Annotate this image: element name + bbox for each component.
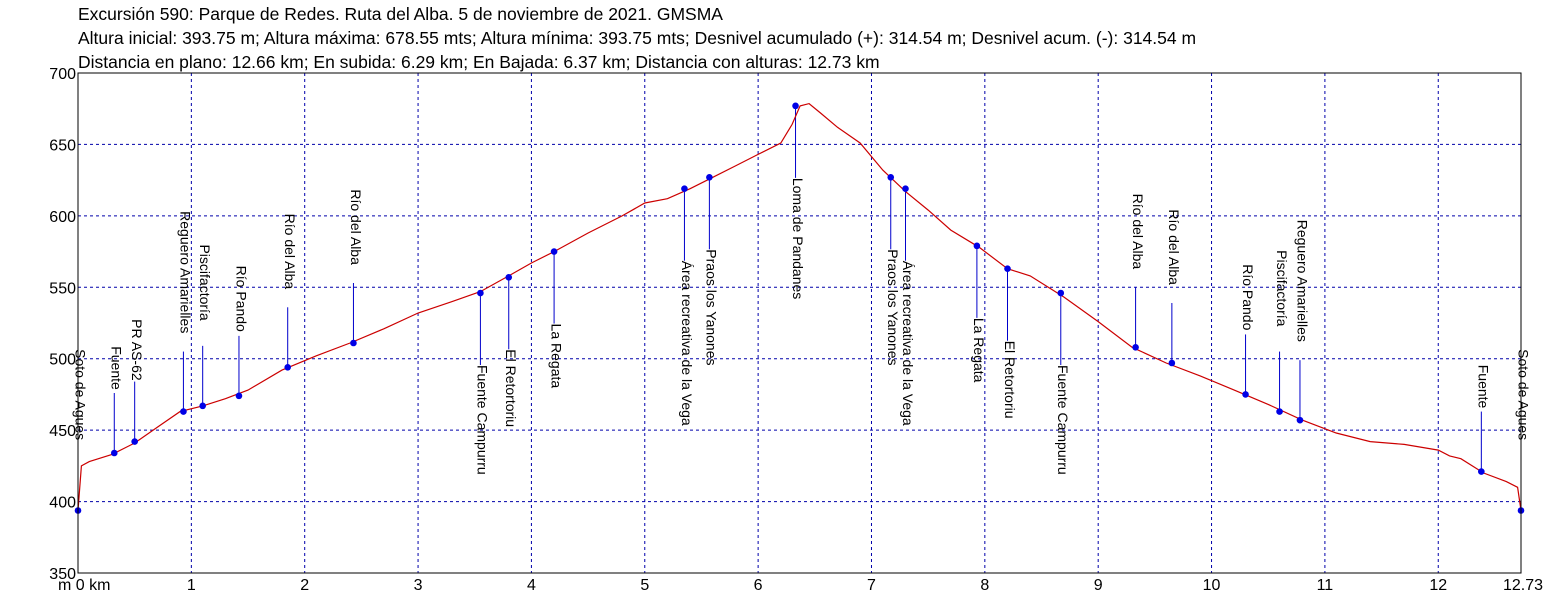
x-tick-label: 11 bbox=[1317, 577, 1334, 594]
waypoint-label: La Regata bbox=[971, 318, 987, 383]
waypoint-label: PR AS-62 bbox=[129, 319, 145, 381]
waypoint-label: Área recreativa de la Vega bbox=[900, 261, 916, 426]
waypoint-marker bbox=[199, 402, 206, 410]
x-tick-label: 12 bbox=[1429, 577, 1447, 594]
waypoint-marker bbox=[235, 392, 243, 400]
waypoint-label: Soto de Agues bbox=[72, 349, 88, 440]
waypoint-marker bbox=[887, 173, 895, 181]
waypoint-label: El Retortoriu bbox=[1002, 341, 1018, 419]
x-tick-label: 7 bbox=[867, 577, 876, 594]
chart-stats-distances: Distancia en plano: 12.66 km; En subida:… bbox=[78, 52, 880, 72]
waypoint-label: Praos los Yanones bbox=[704, 249, 720, 365]
waypoint-marker bbox=[1296, 416, 1304, 424]
waypoint-marker bbox=[550, 248, 558, 255]
y-tick-label: 450 bbox=[49, 423, 76, 440]
waypoint-marker bbox=[284, 363, 292, 371]
waypoint-marker bbox=[180, 408, 187, 415]
x-tick-label: 1 bbox=[187, 577, 196, 594]
x-tick-label: 10 bbox=[1203, 577, 1221, 594]
x-unit-label: m 0 km bbox=[58, 577, 110, 594]
waypoint-marker bbox=[350, 339, 357, 347]
x-tick-label: 9 bbox=[1094, 577, 1103, 594]
waypoint-label: Río del Alba bbox=[1130, 194, 1146, 270]
y-tick-label: 600 bbox=[49, 209, 76, 226]
waypoint-marker bbox=[1132, 343, 1139, 351]
waypoint-marker bbox=[1276, 408, 1283, 415]
y-tick-label: 550 bbox=[49, 280, 76, 297]
y-tick-label: 700 bbox=[49, 66, 76, 83]
x-tick-label: 4 bbox=[527, 577, 536, 594]
waypoint-marker bbox=[131, 438, 138, 445]
chart-title: Excursión 590: Parque de Redes. Ruta del… bbox=[78, 4, 723, 24]
x-tick-label: 6 bbox=[754, 577, 763, 594]
waypoint-marker bbox=[1004, 265, 1011, 273]
elevation-profile-line bbox=[77, 102, 1522, 511]
x-tick-label: 8 bbox=[980, 577, 989, 594]
waypoint-markers bbox=[74, 102, 1525, 514]
waypoint-marker bbox=[706, 173, 713, 181]
waypoint-marker bbox=[505, 273, 513, 281]
waypoint-label: Fuente Campurru bbox=[1055, 365, 1071, 475]
waypoint-marker bbox=[110, 449, 118, 457]
waypoint-label: El Retortoriu bbox=[503, 349, 519, 427]
waypoint-label: Río Pando bbox=[233, 266, 249, 332]
waypoint-label: La Regata bbox=[548, 324, 564, 389]
waypoint-label: Área recreativa de la Vega bbox=[679, 261, 695, 426]
waypoint-label: Loma de Pandanes bbox=[790, 178, 806, 299]
waypoint-marker bbox=[1242, 391, 1249, 398]
waypoint-label: Río Pando bbox=[1240, 264, 1256, 330]
waypoint-label: Río del Alba bbox=[1166, 209, 1182, 285]
x-tick-label: 3 bbox=[414, 577, 423, 594]
x-tick-label: 12.73 bbox=[1503, 577, 1543, 594]
waypoint-marker bbox=[1057, 289, 1065, 297]
waypoint-label: Praos los Yanones bbox=[885, 249, 901, 365]
plot-frame bbox=[77, 72, 1522, 574]
waypoint-label: Piscifactoría bbox=[197, 244, 213, 320]
waypoint-label: Río del Alba bbox=[348, 189, 364, 265]
waypoint-marker bbox=[1478, 468, 1485, 475]
x-tick-label: 5 bbox=[640, 577, 649, 594]
waypoint-label: Piscifactoría bbox=[1274, 250, 1290, 326]
waypoint-marker bbox=[792, 102, 799, 110]
waypoint-label: Fuente bbox=[1476, 365, 1492, 409]
x-tick-label: 2 bbox=[300, 577, 309, 594]
y-tick-label: 400 bbox=[49, 495, 76, 512]
waypoint-label: Soto de Agues bbox=[1515, 349, 1531, 440]
waypoint-label: Reguero Amarielles bbox=[1294, 220, 1310, 342]
chart-stats-heights: Altura inicial: 393.75 m; Altura máxima:… bbox=[78, 28, 1197, 48]
waypoint-label: Reguero Amarielles bbox=[178, 211, 194, 333]
y-tick-label: 650 bbox=[49, 137, 76, 154]
y-tick-label: 500 bbox=[49, 352, 76, 369]
waypoint-marker bbox=[973, 242, 981, 250]
y-tick-label: 350 bbox=[49, 566, 76, 583]
waypoint-marker bbox=[477, 289, 484, 297]
waypoint-label: Fuente Campurru bbox=[475, 365, 491, 475]
grid-lines bbox=[78, 73, 1521, 573]
waypoint-label: Río del Alba bbox=[282, 214, 298, 290]
waypoint-marker bbox=[681, 185, 688, 193]
waypoint-marker bbox=[902, 185, 909, 193]
waypoint-marker bbox=[1168, 359, 1176, 367]
waypoint-label: Fuente bbox=[109, 346, 125, 390]
